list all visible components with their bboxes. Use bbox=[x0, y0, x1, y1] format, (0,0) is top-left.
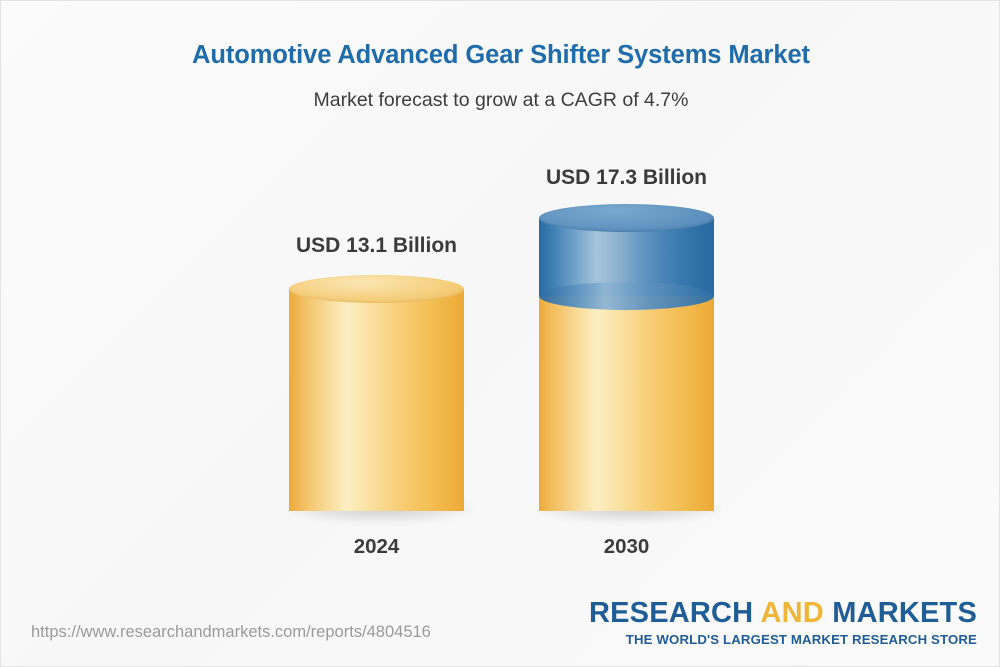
cylinder-body-2024 bbox=[289, 289, 464, 511]
page-title: Automotive Advanced Gear Shifter Systems… bbox=[192, 41, 810, 69]
bar-value-label-2030: USD 17.3 Billion bbox=[545, 166, 708, 189]
logo-word-research: RESEARCH bbox=[588, 597, 761, 629]
logo-wordmark: RESEARCH AND MARKETS bbox=[589, 599, 977, 628]
logo-tagline: THE WORLD'S LARGEST MARKET RESEARCH STOR… bbox=[625, 632, 977, 647]
bar-value-label-2024: USD 13.1 Billion bbox=[295, 234, 458, 257]
research-and-markets-logo[interactable]: RESEARCH AND MARKETS THE WORLD'S LARGEST… bbox=[589, 599, 977, 647]
cylinder-segment-base-2030 bbox=[539, 289, 714, 511]
cylinder-top-2030 bbox=[539, 204, 714, 232]
logo-word-markets: MARKETS bbox=[823, 597, 977, 629]
cylinder-top-2024 bbox=[289, 275, 464, 303]
category-label-2030: 2030 bbox=[603, 535, 650, 558]
cylinder-segment-joint-2030 bbox=[539, 282, 714, 310]
cylinder-2024 bbox=[285, 1, 475, 601]
bar-2030[interactable]: USD 17.3 Billion 2030 bbox=[535, 1, 725, 601]
plot-area: USD 13.1 Billion 2024 USD 17.3 Billion bbox=[1, 1, 999, 601]
chart-subtitle: Market forecast to grow at a CAGR of 4.7… bbox=[313, 89, 689, 111]
logo-word-and: AND bbox=[760, 597, 824, 629]
category-label-2024: 2024 bbox=[353, 535, 400, 558]
cylinder-2030 bbox=[535, 1, 725, 601]
report-url-link[interactable]: https://www.researchandmarkets.com/repor… bbox=[31, 623, 431, 641]
bar-2024[interactable]: USD 13.1 Billion 2024 bbox=[285, 1, 475, 601]
